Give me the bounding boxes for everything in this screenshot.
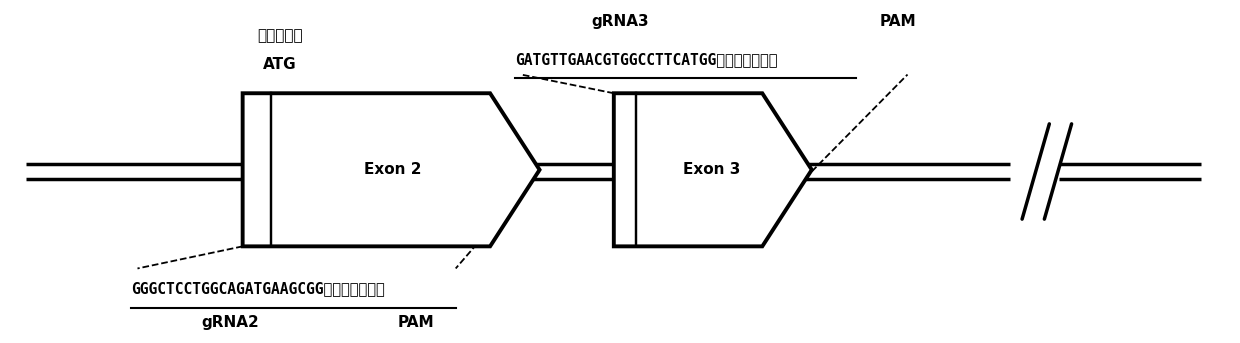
Text: Exon 3: Exon 3 bbox=[683, 162, 740, 177]
Text: PAM: PAM bbox=[880, 14, 916, 29]
Text: GATGTTGAACGTGGCCTTCATGG（位于互补链）: GATGTTGAACGTGGCCTTCATGG（位于互补链） bbox=[515, 52, 777, 67]
Text: 起始密码子: 起始密码子 bbox=[257, 28, 303, 43]
Text: GGGCTCCTGGCAGATGAAGCGG（位于互补链）: GGGCTCCTGGCAGATGAAGCGG（位于互补链） bbox=[131, 281, 386, 296]
Text: gRNA2: gRNA2 bbox=[201, 316, 259, 330]
Text: PAM: PAM bbox=[398, 316, 434, 330]
Polygon shape bbox=[243, 93, 539, 246]
Text: Exon 2: Exon 2 bbox=[365, 162, 422, 177]
Text: gRNA3: gRNA3 bbox=[591, 14, 649, 29]
Text: ATG: ATG bbox=[263, 57, 296, 72]
Polygon shape bbox=[614, 93, 812, 246]
